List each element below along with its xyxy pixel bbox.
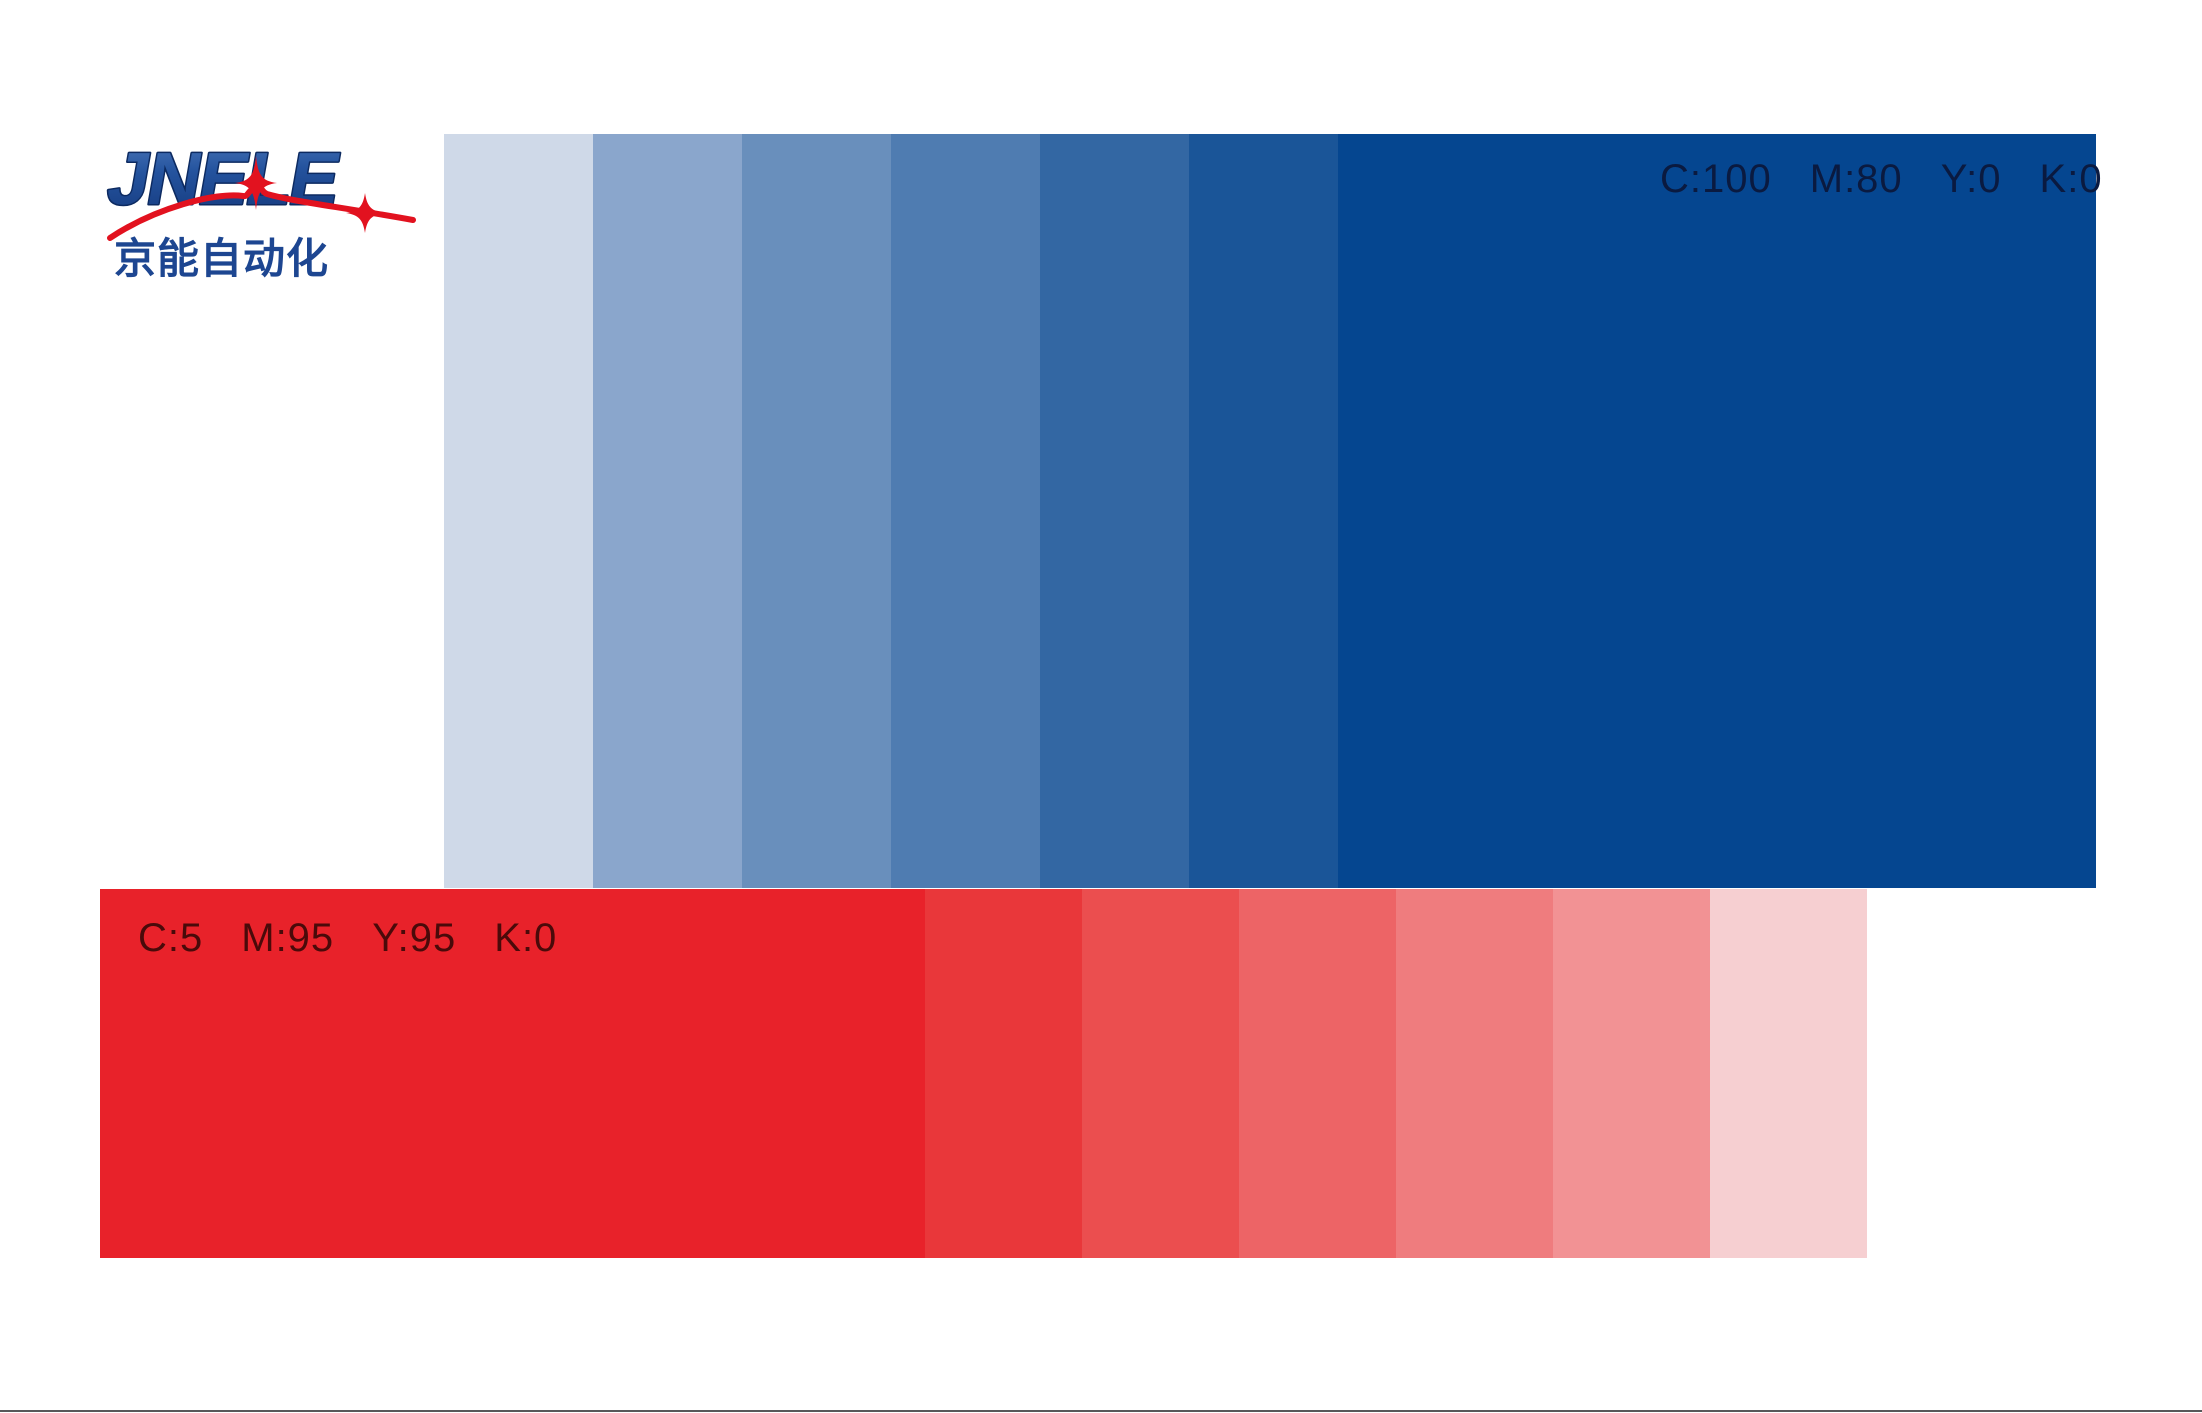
svg-text:JNELE: JNELE [102, 137, 345, 220]
svg-text:京能自动化: 京能自动化 [114, 235, 329, 282]
